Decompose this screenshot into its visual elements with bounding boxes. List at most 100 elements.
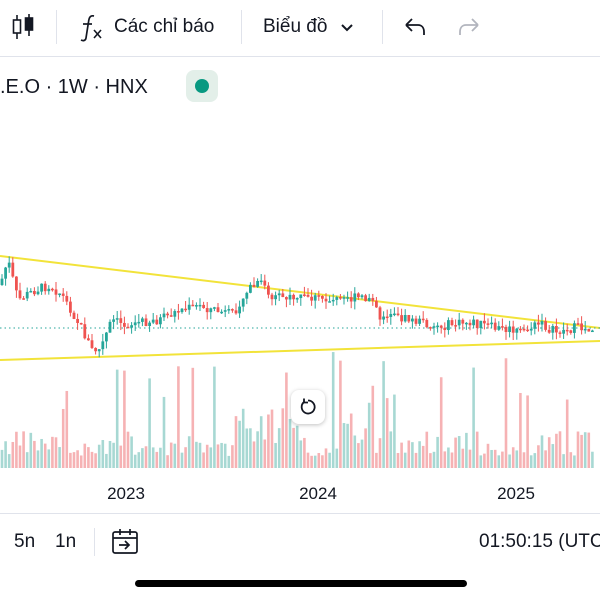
volume-bar: [72, 452, 76, 468]
candle-body: [569, 330, 573, 333]
volume-bar: [504, 358, 508, 468]
volume-bar: [65, 390, 69, 468]
lower-trendline[interactable]: [0, 340, 600, 361]
volume-bar: [457, 436, 461, 468]
volume-bar: [378, 438, 382, 468]
volume-bar: [76, 450, 79, 468]
range-1y-button[interactable]: 1n: [55, 531, 77, 552]
chevron-down-icon: [341, 24, 354, 32]
redo-button[interactable]: [456, 8, 486, 46]
candle-body: [295, 298, 299, 300]
candle-body: [29, 290, 33, 293]
volume-bar: [285, 372, 288, 468]
candle-body: [83, 324, 87, 339]
volume-bar: [389, 431, 393, 468]
reset-chart-button[interactable]: [291, 390, 325, 424]
candle-body: [331, 299, 335, 302]
volume-bar: [238, 420, 241, 468]
volume-bar: [537, 445, 540, 468]
market-status-badge[interactable]: [186, 70, 218, 102]
volume-bar: [342, 423, 346, 468]
volume-bar: [454, 437, 457, 468]
candle-body: [47, 288, 51, 292]
price-chart[interactable]: [0, 110, 600, 480]
volume-bar: [191, 367, 195, 468]
volume-bar: [184, 447, 187, 468]
volume-bar: [576, 431, 580, 468]
volume-bar: [213, 366, 216, 468]
volume-bar: [573, 455, 576, 468]
candle-body: [108, 321, 112, 333]
volume-bar: [58, 447, 61, 468]
range-5y-button[interactable]: 5n: [14, 531, 36, 552]
candle-body: [364, 295, 367, 302]
chart-type-dropdown[interactable]: Biểu đồ: [263, 8, 357, 46]
candle-body: [22, 298, 25, 300]
candle-body: [436, 325, 439, 328]
upper-trendline[interactable]: [0, 255, 600, 329]
volume-bar: [256, 431, 259, 468]
candle-body: [263, 280, 267, 286]
candle-body: [555, 326, 558, 333]
volume-bar: [259, 416, 263, 468]
candle-body: [378, 307, 382, 320]
volume-bar: [443, 451, 447, 468]
candle-body: [58, 293, 61, 296]
candle-body: [205, 308, 209, 313]
volume-bar: [544, 450, 547, 468]
undo-icon: [405, 18, 425, 35]
candle-body: [40, 283, 43, 292]
volume-bar: [148, 378, 151, 468]
candle-body: [389, 313, 393, 317]
volume-bar: [227, 455, 231, 468]
volume-bar: [310, 455, 313, 468]
goto-date-button[interactable]: [110, 527, 140, 562]
volume-bar: [547, 437, 551, 468]
undo-button[interactable]: [402, 8, 432, 46]
candle-body: [87, 338, 90, 341]
candle-body: [339, 297, 342, 299]
candle-type-button[interactable]: [10, 8, 42, 46]
volume-bar: [551, 444, 555, 468]
candle-body: [425, 319, 429, 328]
volume-bar: [295, 425, 299, 468]
volume-bar: [241, 408, 245, 468]
volume-bar: [497, 455, 501, 468]
volume-bar: [328, 452, 331, 468]
symbol-text: .E.O · 1W · HNX: [0, 75, 148, 98]
candle-body: [69, 301, 72, 313]
candle-body: [522, 328, 526, 331]
volume-bar: [562, 454, 565, 468]
candle-body: [267, 285, 270, 295]
symbol-legend[interactable]: .E.O · 1W · HNX: [0, 70, 148, 104]
volume-bar: [195, 441, 198, 468]
volume-bar: [25, 452, 29, 468]
candle-body: [418, 318, 421, 324]
candle-body: [565, 329, 569, 332]
candle-body: [461, 319, 465, 324]
candle-body: [439, 325, 443, 328]
x-tick-2025: 2025: [497, 484, 535, 503]
candle-body: [180, 308, 184, 313]
volume-bar: [331, 352, 335, 468]
candle-body: [583, 328, 587, 331]
candle-body: [450, 320, 454, 326]
candle-body: [551, 326, 555, 333]
volume-bar: [133, 454, 137, 468]
volume-bar: [429, 453, 432, 468]
volume-bar: [69, 452, 72, 468]
candle-body: [414, 318, 418, 324]
candle-body: [432, 326, 436, 328]
volume-bar: [479, 455, 483, 468]
volume-bar: [486, 443, 490, 468]
candle-body: [385, 316, 389, 319]
candle-body: [540, 321, 544, 325]
candle-body: [591, 330, 594, 333]
candle-body: [119, 318, 123, 323]
volume-bar: [43, 443, 47, 468]
candle-body: [245, 292, 249, 299]
clock-timezone[interactable]: 01:50:15 (UTC: [479, 531, 600, 552]
indicators-button[interactable]: Các chỉ báo: [78, 8, 214, 46]
candle-body: [112, 319, 115, 322]
candle-body: [483, 320, 486, 324]
